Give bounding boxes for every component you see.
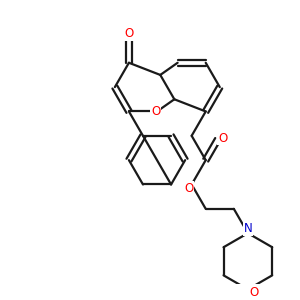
Text: O: O — [184, 182, 194, 195]
Text: N: N — [244, 222, 252, 235]
Text: O: O — [218, 131, 227, 145]
Text: O: O — [124, 27, 134, 40]
Text: O: O — [249, 286, 258, 299]
Text: O: O — [151, 105, 160, 118]
